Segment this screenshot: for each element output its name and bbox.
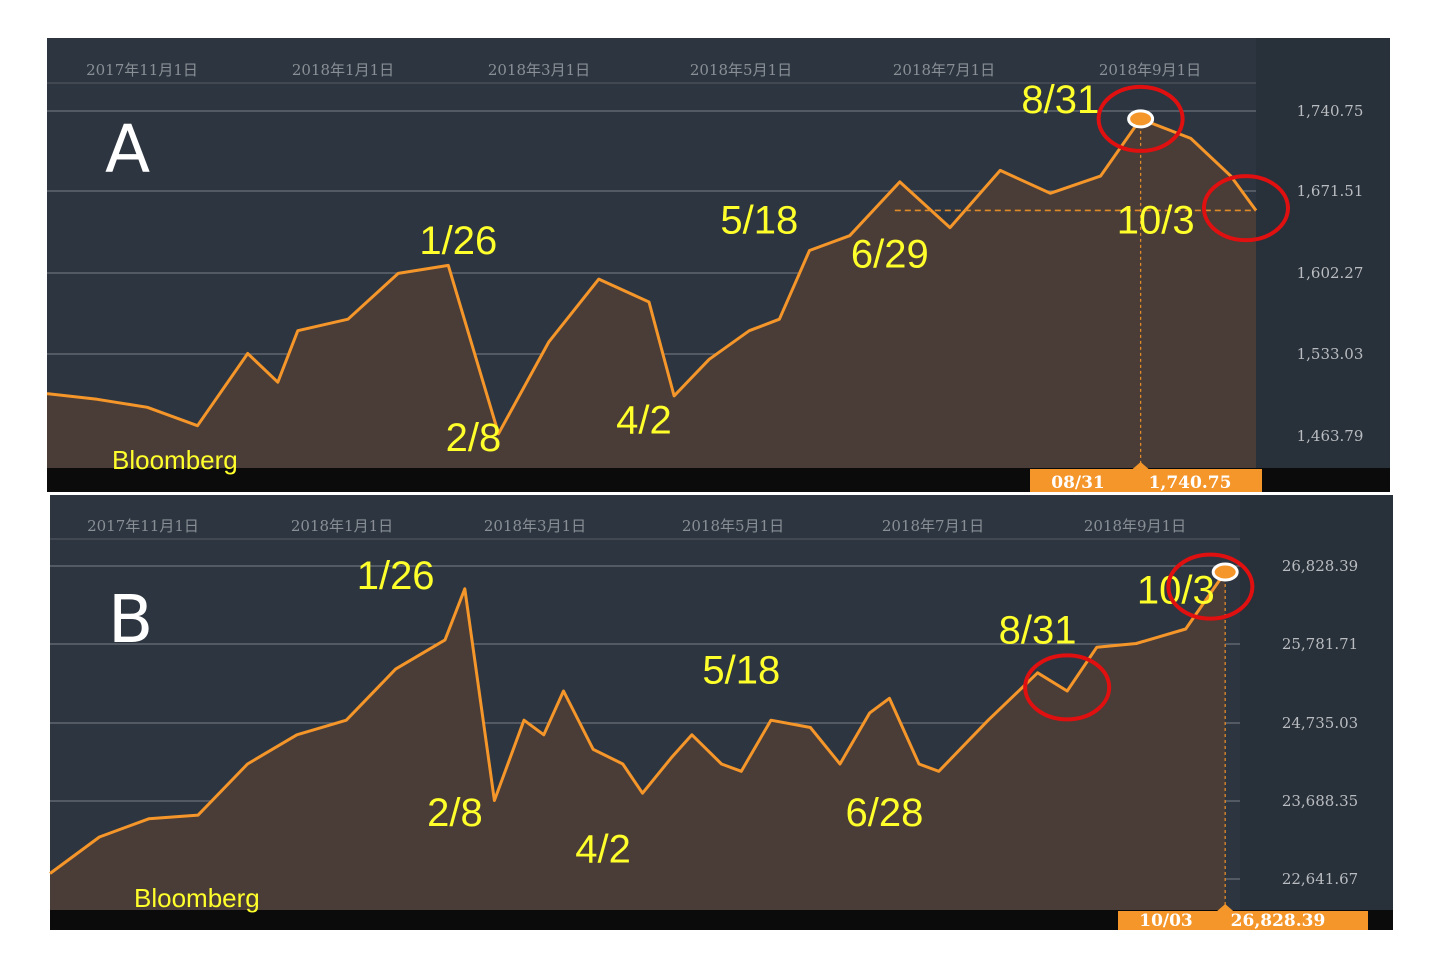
series-line <box>49 571 1227 875</box>
y-tick-label: 1,602.27 <box>1297 264 1364 282</box>
date-annotation: 2/8 <box>446 416 502 460</box>
x-tick-label: 2018年5月1日 <box>682 517 784 535</box>
date-annotation: 4/2 <box>616 399 672 443</box>
y-axis-strip <box>1256 38 1390 492</box>
x-tick-label: 2018年7月1日 <box>882 517 984 535</box>
area-fill <box>50 572 1226 910</box>
source-label: Bloomberg <box>134 883 260 913</box>
y-tick-label: 24,735.03 <box>1282 714 1358 732</box>
value-badge <box>1118 911 1368 930</box>
date-annotation: 2/8 <box>427 791 483 835</box>
badge-date: 08/31 <box>1051 473 1105 493</box>
x-tick-label: 2018年1月1日 <box>292 61 394 79</box>
date-annotation: 6/29 <box>851 233 929 277</box>
y-tick-label: 1,463.79 <box>1297 427 1364 445</box>
highlight-point <box>1211 562 1239 582</box>
x-tick-label: 2018年1月1日 <box>291 517 393 535</box>
date-annotation: 4/2 <box>575 828 631 872</box>
badge-value: 1,740.75 <box>1149 473 1232 493</box>
date-annotation: 1/26 <box>357 554 435 598</box>
x-tick-label: 2018年9月1日 <box>1084 517 1186 535</box>
date-annotation: 5/18 <box>702 649 780 693</box>
date-annotation: 5/18 <box>720 198 798 242</box>
y-tick-label: 23,688.35 <box>1282 792 1358 810</box>
highlight-circle <box>1023 653 1112 722</box>
date-annotation: 10/3 <box>1117 198 1195 242</box>
y-axis-strip <box>1240 495 1393 930</box>
badge-pointer <box>1132 462 1149 469</box>
highlight-circle <box>1096 84 1185 153</box>
area-fill <box>47 118 1256 469</box>
chart-panel-b: 2017年11月1日 2018年1月1日 2018年3月1日 2018年5月1日 201… <box>49 495 1393 931</box>
x-tick-label: 2018年9月1日 <box>1099 61 1201 79</box>
x-tick-label: 2018年5月1日 <box>690 61 792 79</box>
y-tick-label: 1,671.51 <box>1297 182 1364 200</box>
highlight-circle <box>1166 552 1255 621</box>
y-tick-label: 1,533.03 <box>1297 345 1364 363</box>
series-line <box>46 117 1258 436</box>
bottom-bar <box>50 910 1393 930</box>
panel-label: B <box>108 581 153 658</box>
chart-panel-a: 2017年11月1日 2018年1月1日 2018年3月1日 2018年5月1日 201… <box>46 38 1390 493</box>
value-badge <box>1030 469 1262 492</box>
panel-label: A <box>105 111 150 188</box>
date-annotation: 8/31 <box>1021 78 1099 122</box>
badge-pointer <box>1217 904 1234 911</box>
highlight-circle <box>1201 174 1290 243</box>
date-annotation: 8/31 <box>999 609 1077 653</box>
date-annotation: 6/28 <box>846 791 924 835</box>
y-tick-label: 25,781.71 <box>1282 635 1358 653</box>
highlight-point <box>1127 109 1155 129</box>
x-tick-label: 2017年11月1日 <box>87 517 199 535</box>
y-tick-label: 22,641.67 <box>1282 870 1358 888</box>
badge-date: 10/03 <box>1139 911 1193 931</box>
y-tick-label: 26,828.39 <box>1282 557 1358 575</box>
x-tick-label: 2017年11月1日 <box>86 61 198 79</box>
badge-value: 26,828.39 <box>1231 911 1326 931</box>
date-annotation: 1/26 <box>419 219 497 263</box>
x-tick-label: 2018年3月1日 <box>484 517 586 535</box>
y-tick-label: 1,740.75 <box>1297 102 1364 120</box>
x-tick-label: 2018年3月1日 <box>488 61 590 79</box>
x-tick-label: 2018年7月1日 <box>893 61 995 79</box>
source-label: Bloomberg <box>112 445 238 475</box>
